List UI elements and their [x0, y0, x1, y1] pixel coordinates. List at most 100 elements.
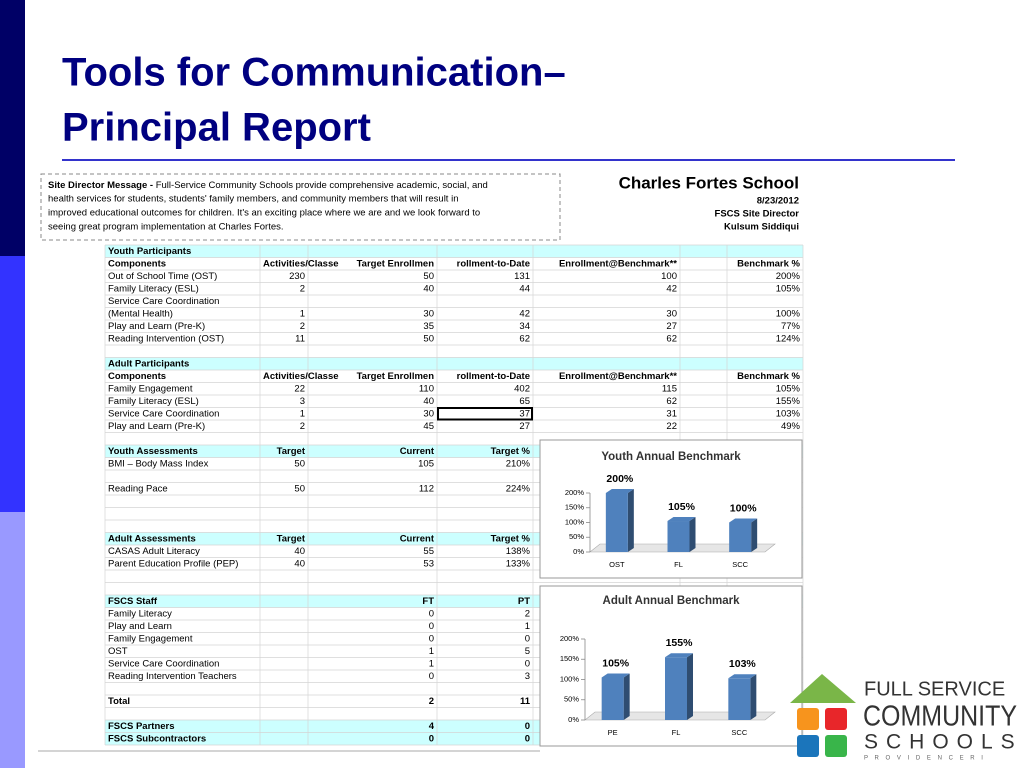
- cell-text: 3: [525, 671, 530, 682]
- value-label: 200%: [606, 473, 634, 485]
- cell-text: Benchmark %: [737, 259, 800, 270]
- director-name: Kulsum Siddiqui: [724, 222, 799, 233]
- cell-text: 402: [514, 384, 530, 395]
- value-label: 105%: [602, 657, 630, 669]
- cell-text: Family Literacy (ESL): [108, 396, 199, 407]
- cell-text: 2: [300, 321, 305, 332]
- cell-text: 77%: [781, 321, 801, 332]
- bar: [601, 677, 624, 720]
- logo-square: [825, 708, 847, 730]
- cell-text: 27: [666, 321, 677, 332]
- slide-title: Tools for Communication–: [62, 51, 566, 95]
- cell-text: 22: [294, 384, 305, 395]
- cell-text: Family Literacy: [108, 609, 172, 620]
- cell-text: 105%: [776, 384, 801, 395]
- x-tick-label: FL: [674, 560, 683, 569]
- y-tick-label: 50%: [569, 532, 584, 541]
- cell-text: Service Care Coordination: [108, 409, 219, 420]
- x-tick-label: SCC: [731, 728, 747, 737]
- cell-text: Family Engagement: [108, 634, 193, 645]
- y-tick-label: 150%: [560, 654, 580, 663]
- cell-text: OST: [108, 646, 128, 657]
- cell-text: BMI – Body Mass Index: [108, 459, 209, 470]
- y-tick-label: 100%: [565, 517, 585, 526]
- cell-text: Play and Learn (Pre-K): [108, 421, 205, 432]
- cell-text: 50: [423, 334, 434, 345]
- cell-text: 35: [423, 321, 434, 332]
- logo-text: COMMUNITY: [863, 701, 1017, 733]
- cell-text: 115: [662, 384, 677, 395]
- cell-text: 49%: [781, 421, 801, 432]
- bar: [665, 657, 687, 720]
- cell-text: Youth Participants: [108, 246, 191, 257]
- cell-text: 45: [423, 421, 434, 432]
- cell-text: 53: [423, 559, 434, 570]
- cell-text: Target %: [491, 446, 531, 457]
- cell-text: 1: [429, 646, 434, 657]
- cell-text: Youth Assessments: [108, 446, 198, 457]
- logo-text: P R O V I D E N C E R I: [864, 756, 985, 762]
- cell-text: 224%: [506, 484, 531, 495]
- logo-square: [797, 708, 819, 730]
- y-tick-label: 0%: [573, 547, 584, 556]
- cell-text: 31: [666, 409, 677, 420]
- cell-text: 200%: [776, 271, 801, 282]
- logo-roof: [790, 674, 856, 703]
- bar-top: [605, 489, 634, 493]
- cell-text: 30: [666, 309, 677, 320]
- cell-text: 4: [429, 721, 435, 732]
- cell-text: Parent Education Profile (PEP): [108, 559, 238, 570]
- bar-side: [627, 489, 634, 552]
- message-line: health services for students, students' …: [48, 194, 458, 205]
- bar-side: [623, 673, 630, 720]
- bar-top: [665, 653, 693, 658]
- cell-text: Enrollment@Benchmark**: [559, 259, 677, 270]
- cell-text: rollment-to-Date: [457, 371, 530, 382]
- bar-top: [728, 674, 757, 679]
- cell-text: 0: [429, 621, 434, 632]
- cell-text: Service Care Coordination: [108, 296, 219, 307]
- message-line: seeing great program implementation at C…: [48, 222, 284, 233]
- cell-text: 62: [519, 334, 530, 345]
- bar: [605, 493, 628, 552]
- y-tick-label: 100%: [560, 674, 580, 683]
- cell-text: 124%: [776, 334, 801, 345]
- cell-text: 42: [519, 309, 530, 320]
- cell-text: PT: [518, 596, 530, 607]
- cell-text: Total: [108, 696, 130, 707]
- bar-top: [667, 517, 696, 522]
- cell-text: FSCS Staff: [108, 596, 158, 607]
- cell-text: 131: [514, 271, 530, 282]
- y-tick-label: 200%: [565, 488, 585, 497]
- cell-text: Target %: [491, 534, 531, 545]
- side-bar: [0, 512, 25, 768]
- cell-text: 105: [418, 459, 434, 470]
- cell-text: rollment-to-Date: [457, 259, 530, 270]
- selected-cell: [437, 407, 533, 421]
- bar-top: [729, 518, 758, 523]
- cell-text: 2: [525, 609, 530, 620]
- logo-square: [825, 735, 847, 757]
- cell-text: 0: [525, 721, 530, 732]
- side-bar: [0, 256, 25, 512]
- cell-text: 30: [423, 309, 434, 320]
- cell-text: Play and Learn: [108, 621, 172, 632]
- cell-text: 0: [429, 734, 434, 745]
- slide-title: Principal Report: [62, 106, 371, 150]
- x-tick-label: FL: [672, 728, 681, 737]
- message-text: Full-Service Community Schools provide c…: [156, 180, 488, 191]
- cell-text: 40: [294, 546, 305, 557]
- message-line: improved educational outcomes for childr…: [48, 208, 480, 219]
- logo-text: FULL SERVICE: [864, 678, 1005, 700]
- x-tick-label: OST: [609, 560, 625, 569]
- cell-text: 50: [294, 459, 305, 470]
- cell-text: FT: [422, 596, 434, 607]
- cell-text: 112: [419, 484, 434, 495]
- bar-side: [687, 653, 693, 720]
- cell-text: 2: [300, 421, 305, 432]
- cell-text: 155%: [776, 396, 801, 407]
- cell-text: 22: [666, 421, 677, 432]
- cell-text: Reading Pace: [108, 484, 168, 495]
- bar: [667, 521, 690, 552]
